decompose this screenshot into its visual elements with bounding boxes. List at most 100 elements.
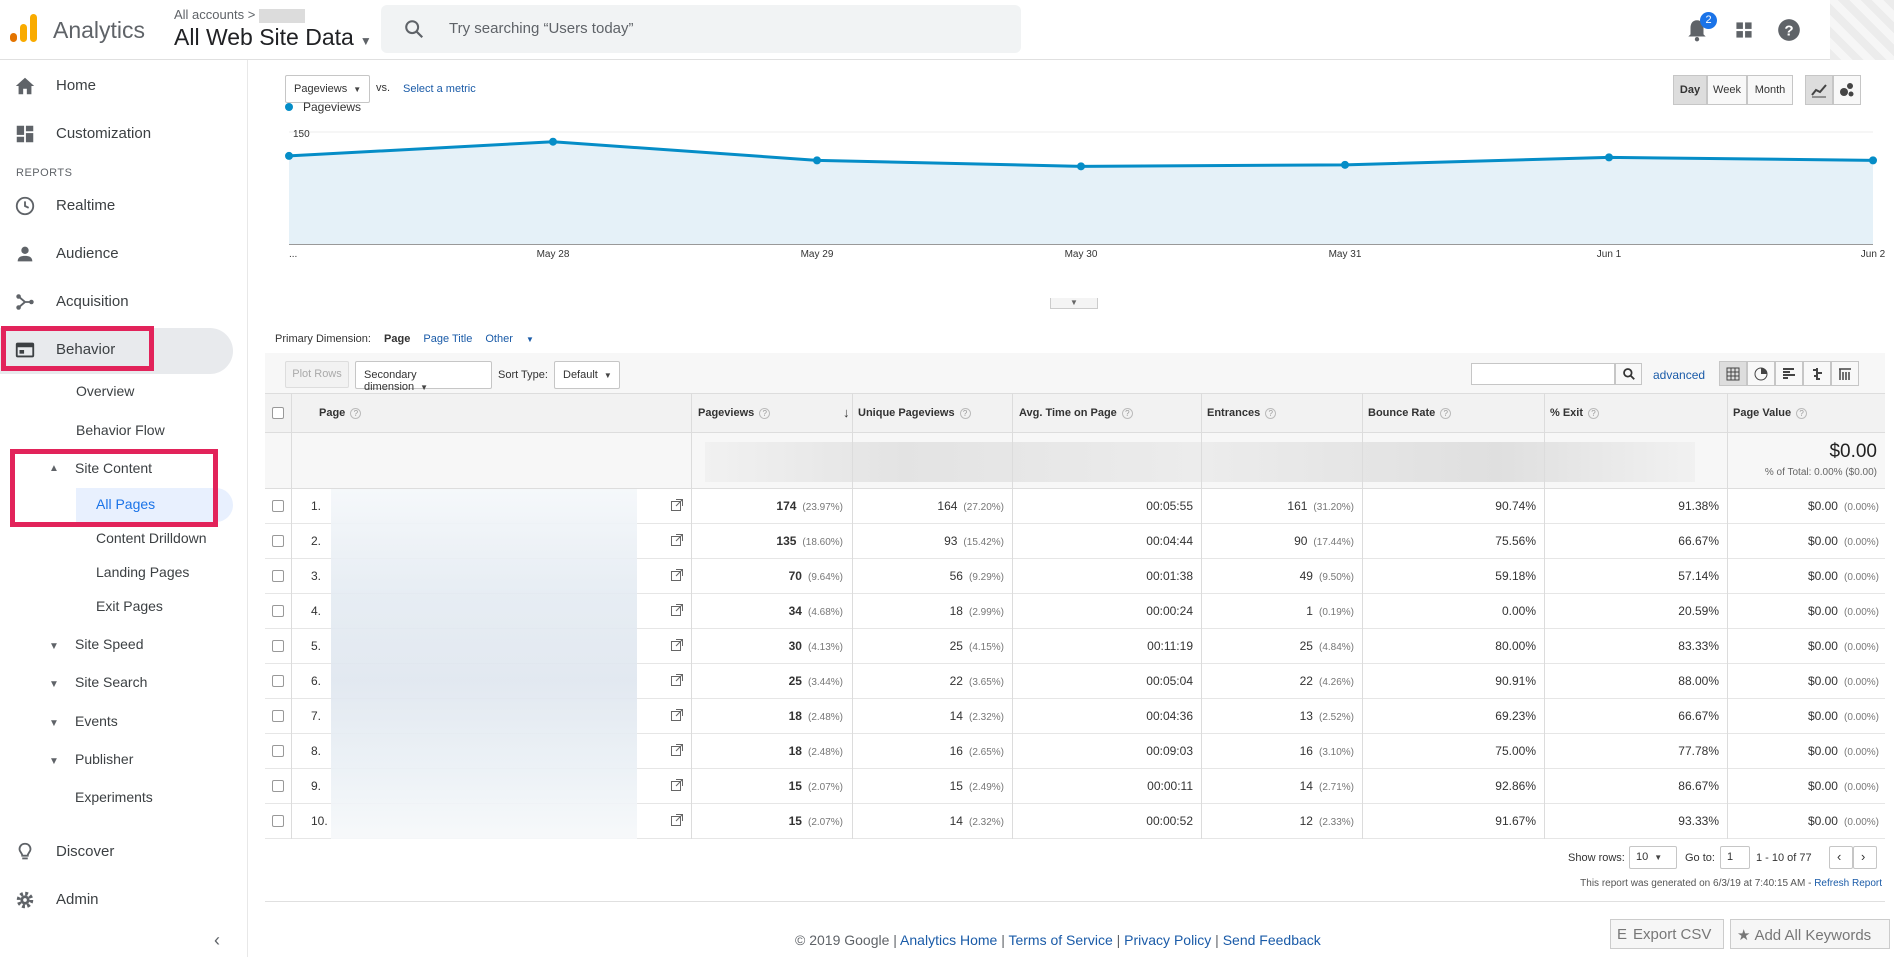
show-rows-select[interactable]: 10 ▼ [1629,846,1677,869]
open-in-new-window-icon[interactable] [670,603,684,617]
row-checkbox[interactable] [272,675,284,687]
plot-rows-button[interactable]: Plot Rows [285,361,349,388]
previous-page-chevron-icon[interactable]: ‹ [1829,846,1853,869]
help-icon[interactable]: ? [350,407,362,419]
sidebar-item-publisher[interactable]: Publisher [75,751,134,767]
help-icon[interactable]: ? [959,407,971,419]
secondary-dimension-select[interactable]: Secondary dimension ▼ [355,361,492,393]
dimension-page-title-link[interactable]: Page Title [423,333,473,345]
row-checkbox[interactable] [272,605,284,617]
filter-search-button[interactable] [1615,363,1642,385]
open-in-new-window-icon[interactable] [670,673,684,687]
sidebar-item-acquisition[interactable]: Acquisition [0,280,233,324]
export-csv-button[interactable]: E Export CSV [1610,919,1724,949]
sidebar-item-events[interactable]: Events [75,713,118,729]
sidebar-item-experiments[interactable]: Experiments [75,789,153,805]
select-all-checkbox[interactable] [272,407,284,419]
open-in-new-window-icon[interactable] [670,813,684,827]
line-chart-toggle-icon[interactable] [1805,75,1833,105]
sidebar-item-audience[interactable]: Audience [0,232,233,276]
sidebar-item-customization[interactable]: Customization [0,112,233,156]
granularity-day-button[interactable]: Day [1673,75,1707,105]
column-header-percent-exit[interactable]: % Exit? [1550,407,1600,419]
row-checkbox[interactable] [272,535,284,547]
cell-entrances: 161 (31.20%) [1287,499,1354,513]
search-bar[interactable]: Try searching “Users today” [381,5,1021,53]
footer-link-terms[interactable]: Terms of Service [1008,932,1113,948]
sidebar-item-behavior-flow[interactable]: Behavior Flow [76,422,165,438]
row-checkbox[interactable] [272,500,284,512]
table-view-percentage-icon[interactable] [1747,361,1775,386]
footer-link-privacy[interactable]: Privacy Policy [1124,932,1212,948]
goto-page-input[interactable]: 1 [1720,846,1750,869]
sidebar-item-home[interactable]: Home [0,64,233,108]
help-icon[interactable]: ? [759,407,771,419]
help-icon[interactable]: ? [1796,407,1808,419]
dimension-other-link[interactable]: Other ▼ [485,333,534,345]
help-icon[interactable]: ? [1776,17,1802,43]
column-header-pageviews[interactable]: Pageviews? ↓ [698,405,850,420]
app-name[interactable]: Analytics [53,17,146,43]
sidebar-item-discover[interactable]: Discover [0,830,233,874]
row-checkbox[interactable] [272,780,284,792]
row-checkbox[interactable] [272,640,284,652]
help-icon[interactable]: ? [1588,407,1600,419]
open-in-new-window-icon[interactable] [670,533,684,547]
help-icon[interactable]: ? [1121,407,1133,419]
open-in-new-window-icon[interactable] [670,638,684,652]
view-selector[interactable]: All Web Site Data ▼ [174,24,372,51]
metric-select[interactable]: Pageviews ▼ [285,75,370,103]
column-header-unique-pageviews[interactable]: Unique Pageviews? [858,407,971,419]
advanced-filter-link[interactable]: advanced [1653,368,1706,382]
sidebar-item-admin[interactable]: Admin [0,878,233,922]
column-header-avg-time-on-page[interactable]: Avg. Time on Page? [1019,407,1133,419]
sidebar-item-overview[interactable]: Overview [76,383,135,399]
help-icon[interactable]: ? [1265,407,1277,419]
open-in-new-window-icon[interactable] [670,778,684,792]
open-in-new-window-icon[interactable] [670,568,684,582]
column-header-page[interactable]: Page? [319,407,362,419]
motion-chart-toggle-icon[interactable] [1833,75,1861,105]
account-avatar[interactable] [1830,0,1894,60]
table-view-data-icon[interactable] [1719,361,1747,386]
column-header-bounce-rate[interactable]: Bounce Rate? [1368,407,1452,419]
row-checkbox[interactable] [272,815,284,827]
table-view-pivot-icon[interactable] [1831,361,1859,386]
apps-grid-icon[interactable] [1731,17,1757,43]
account-breadcrumb[interactable]: All accounts > [174,7,306,23]
row-checkbox[interactable] [272,710,284,722]
sidebar-item-site-search[interactable]: Site Search [75,674,148,690]
chart-collapse-handle-icon[interactable]: ▼ [1050,298,1098,309]
granularity-week-button[interactable]: Week [1707,75,1747,105]
sidebar-item-exit-pages[interactable]: Exit Pages [96,598,163,614]
sidebar-item-behavior[interactable]: Behavior [0,328,233,372]
row-checkbox[interactable] [272,745,284,757]
column-header-entrances[interactable]: Entrances? [1207,407,1277,419]
next-page-chevron-icon[interactable]: › [1853,846,1877,869]
sidebar-item-content-drilldown[interactable]: Content Drilldown [96,530,207,546]
sidebar-item-realtime[interactable]: Realtime [0,184,233,228]
sort-type-select[interactable]: Default ▼ [554,361,620,389]
open-in-new-window-icon[interactable] [670,743,684,757]
add-all-keywords-button[interactable]: ★ Add All Keywords [1730,919,1890,949]
row-checkbox[interactable] [272,570,284,582]
column-header-page-value[interactable]: Page Value? [1733,407,1808,419]
footer-link-feedback[interactable]: Send Feedback [1222,932,1321,948]
x-tick-label: ... [289,249,297,260]
table-filter-input[interactable] [1471,363,1615,385]
sidebar-item-landing-pages[interactable]: Landing Pages [96,564,190,580]
granularity-month-button[interactable]: Month [1747,75,1793,105]
open-in-new-window-icon[interactable] [670,498,684,512]
sidebar-item-all-pages[interactable]: All Pages [96,496,156,512]
collapse-sidebar-chevron-icon[interactable]: ‹ [214,930,220,950]
open-in-new-window-icon[interactable] [670,708,684,722]
analytics-logo-icon[interactable] [10,12,40,42]
refresh-report-link[interactable]: Refresh Report [1814,878,1882,889]
help-icon[interactable]: ? [1440,407,1452,419]
sidebar-item-site-speed[interactable]: Site Speed [75,636,144,652]
table-view-comparison-icon[interactable] [1803,361,1831,386]
table-view-performance-icon[interactable] [1775,361,1803,386]
footer-link-analytics-home[interactable]: Analytics Home [900,932,998,948]
sidebar-item-site-content[interactable]: Site Content [75,460,153,476]
select-metric-link[interactable]: Select a metric [403,83,476,95]
